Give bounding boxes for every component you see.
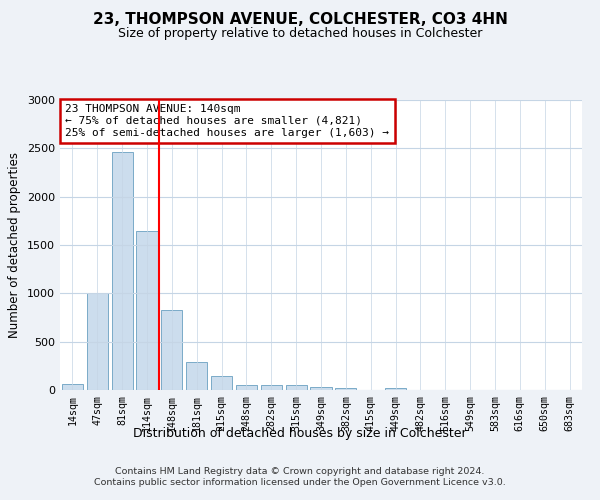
Text: 23, THOMPSON AVENUE, COLCHESTER, CO3 4HN: 23, THOMPSON AVENUE, COLCHESTER, CO3 4HN: [92, 12, 508, 28]
Bar: [136, 232, 158, 390]
Bar: [62, 384, 83, 390]
Bar: [87, 294, 108, 390]
Bar: [211, 376, 232, 390]
Bar: [236, 384, 257, 390]
Bar: [112, 152, 133, 390]
Bar: [186, 362, 207, 390]
Bar: [385, 388, 406, 390]
Bar: [261, 385, 282, 390]
Text: 23 THOMPSON AVENUE: 140sqm
← 75% of detached houses are smaller (4,821)
25% of s: 23 THOMPSON AVENUE: 140sqm ← 75% of deta…: [65, 104, 389, 138]
Bar: [161, 310, 182, 390]
Bar: [310, 386, 332, 390]
Bar: [286, 385, 307, 390]
Text: Distribution of detached houses by size in Colchester: Distribution of detached houses by size …: [133, 428, 467, 440]
Text: Size of property relative to detached houses in Colchester: Size of property relative to detached ho…: [118, 28, 482, 40]
Text: Contains HM Land Registry data © Crown copyright and database right 2024.
Contai: Contains HM Land Registry data © Crown c…: [94, 468, 506, 487]
Y-axis label: Number of detached properties: Number of detached properties: [8, 152, 22, 338]
Bar: [335, 388, 356, 390]
